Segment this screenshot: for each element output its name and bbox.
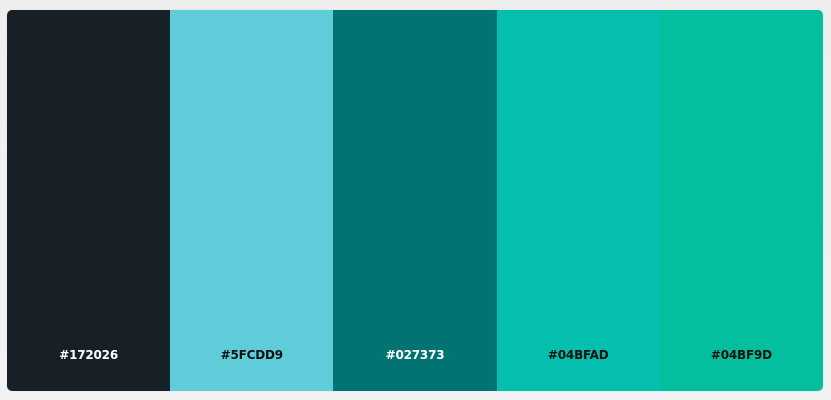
color-hex-label[interactable]: #027373 xyxy=(385,348,445,362)
color-hex-label[interactable]: #04BF9D xyxy=(710,348,772,362)
color-palette: #172026 #5FCDD9 #027373 #04BFAD #04BF9D xyxy=(7,10,823,391)
color-swatch-2[interactable]: #5FCDD9 xyxy=(170,10,334,391)
color-swatch-1[interactable]: #172026 xyxy=(7,10,171,391)
color-hex-label[interactable]: #172026 xyxy=(59,348,118,362)
color-hex-label[interactable]: #04BFAD xyxy=(547,348,609,362)
color-swatch-3[interactable]: #027373 xyxy=(333,10,497,391)
color-swatch-4[interactable]: #04BFAD xyxy=(496,10,660,391)
color-hex-label[interactable]: #5FCDD9 xyxy=(220,348,283,362)
color-swatch-5[interactable]: #04BF9D xyxy=(659,10,823,391)
